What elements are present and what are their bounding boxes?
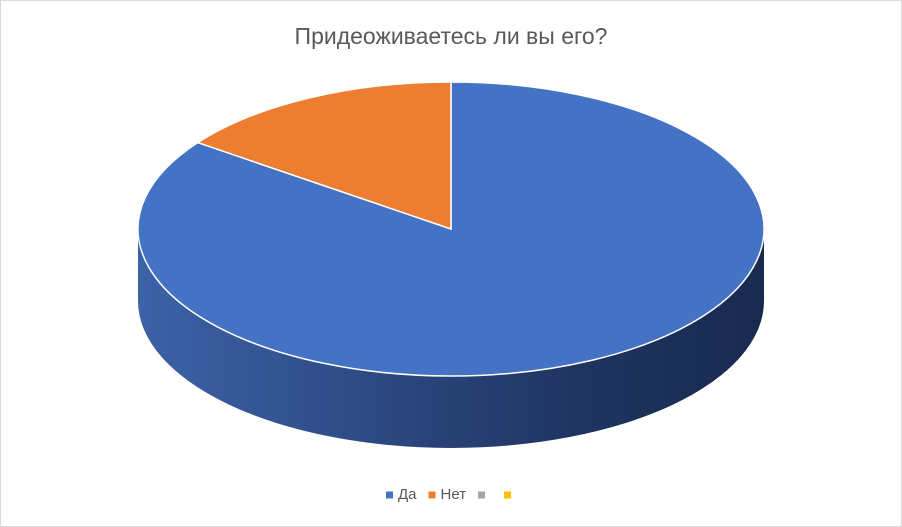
legend-marker bbox=[386, 491, 393, 499]
legend-marker bbox=[504, 491, 512, 499]
chart-title: Придеоживаетесь ли вы его? bbox=[295, 23, 608, 49]
legend-label: Да bbox=[398, 486, 417, 503]
legend-marker bbox=[478, 491, 486, 499]
legend-label: Нет bbox=[441, 486, 467, 503]
pie-slice bbox=[196, 81, 452, 231]
pie-slice-side bbox=[138, 229, 764, 448]
legend-marker bbox=[428, 491, 436, 499]
